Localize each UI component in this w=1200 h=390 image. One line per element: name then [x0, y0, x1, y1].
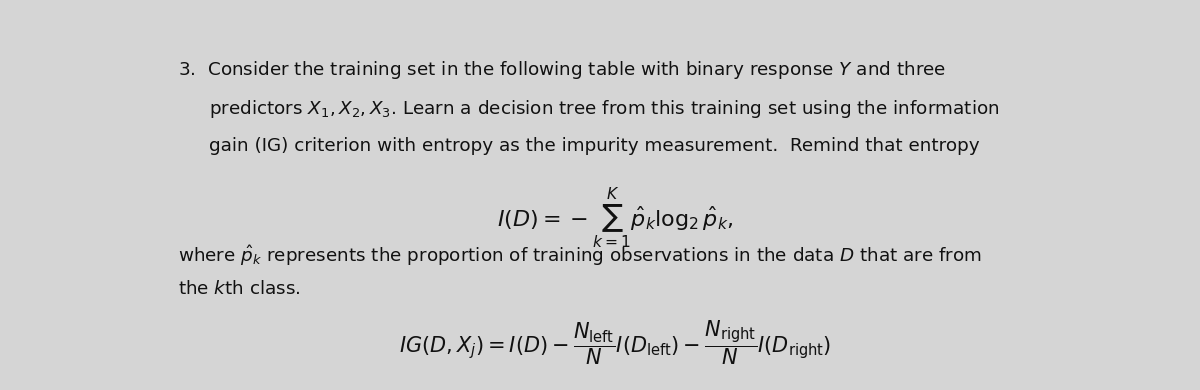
Text: predictors $X_1, X_2, X_3$. Learn a decision tree from this training set using t: predictors $X_1, X_2, X_3$. Learn a deci… — [209, 98, 1000, 120]
Text: $IG(D, X_j) = I(D) - \dfrac{N_{\mathrm{left}}}{N} I(D_{\mathrm{left}}) - \dfrac{: $IG(D, X_j) = I(D) - \dfrac{N_{\mathrm{l… — [398, 319, 832, 367]
Text: gain (IG) criterion with entropy as the impurity measurement.  Remind that entro: gain (IG) criterion with entropy as the … — [209, 137, 979, 155]
Text: 3.  Consider the training set in the following table with binary response $Y$ an: 3. Consider the training set in the foll… — [178, 59, 946, 81]
Text: the $k$th class.: the $k$th class. — [178, 280, 301, 298]
Text: where $\hat{p}_k$ represents the proportion of training observations in the data: where $\hat{p}_k$ represents the proport… — [178, 243, 982, 268]
Text: $I(D) = -\sum_{k=1}^{K} \hat{p}_k \log_2 \hat{p}_k,$: $I(D) = -\sum_{k=1}^{K} \hat{p}_k \log_2… — [497, 186, 733, 251]
